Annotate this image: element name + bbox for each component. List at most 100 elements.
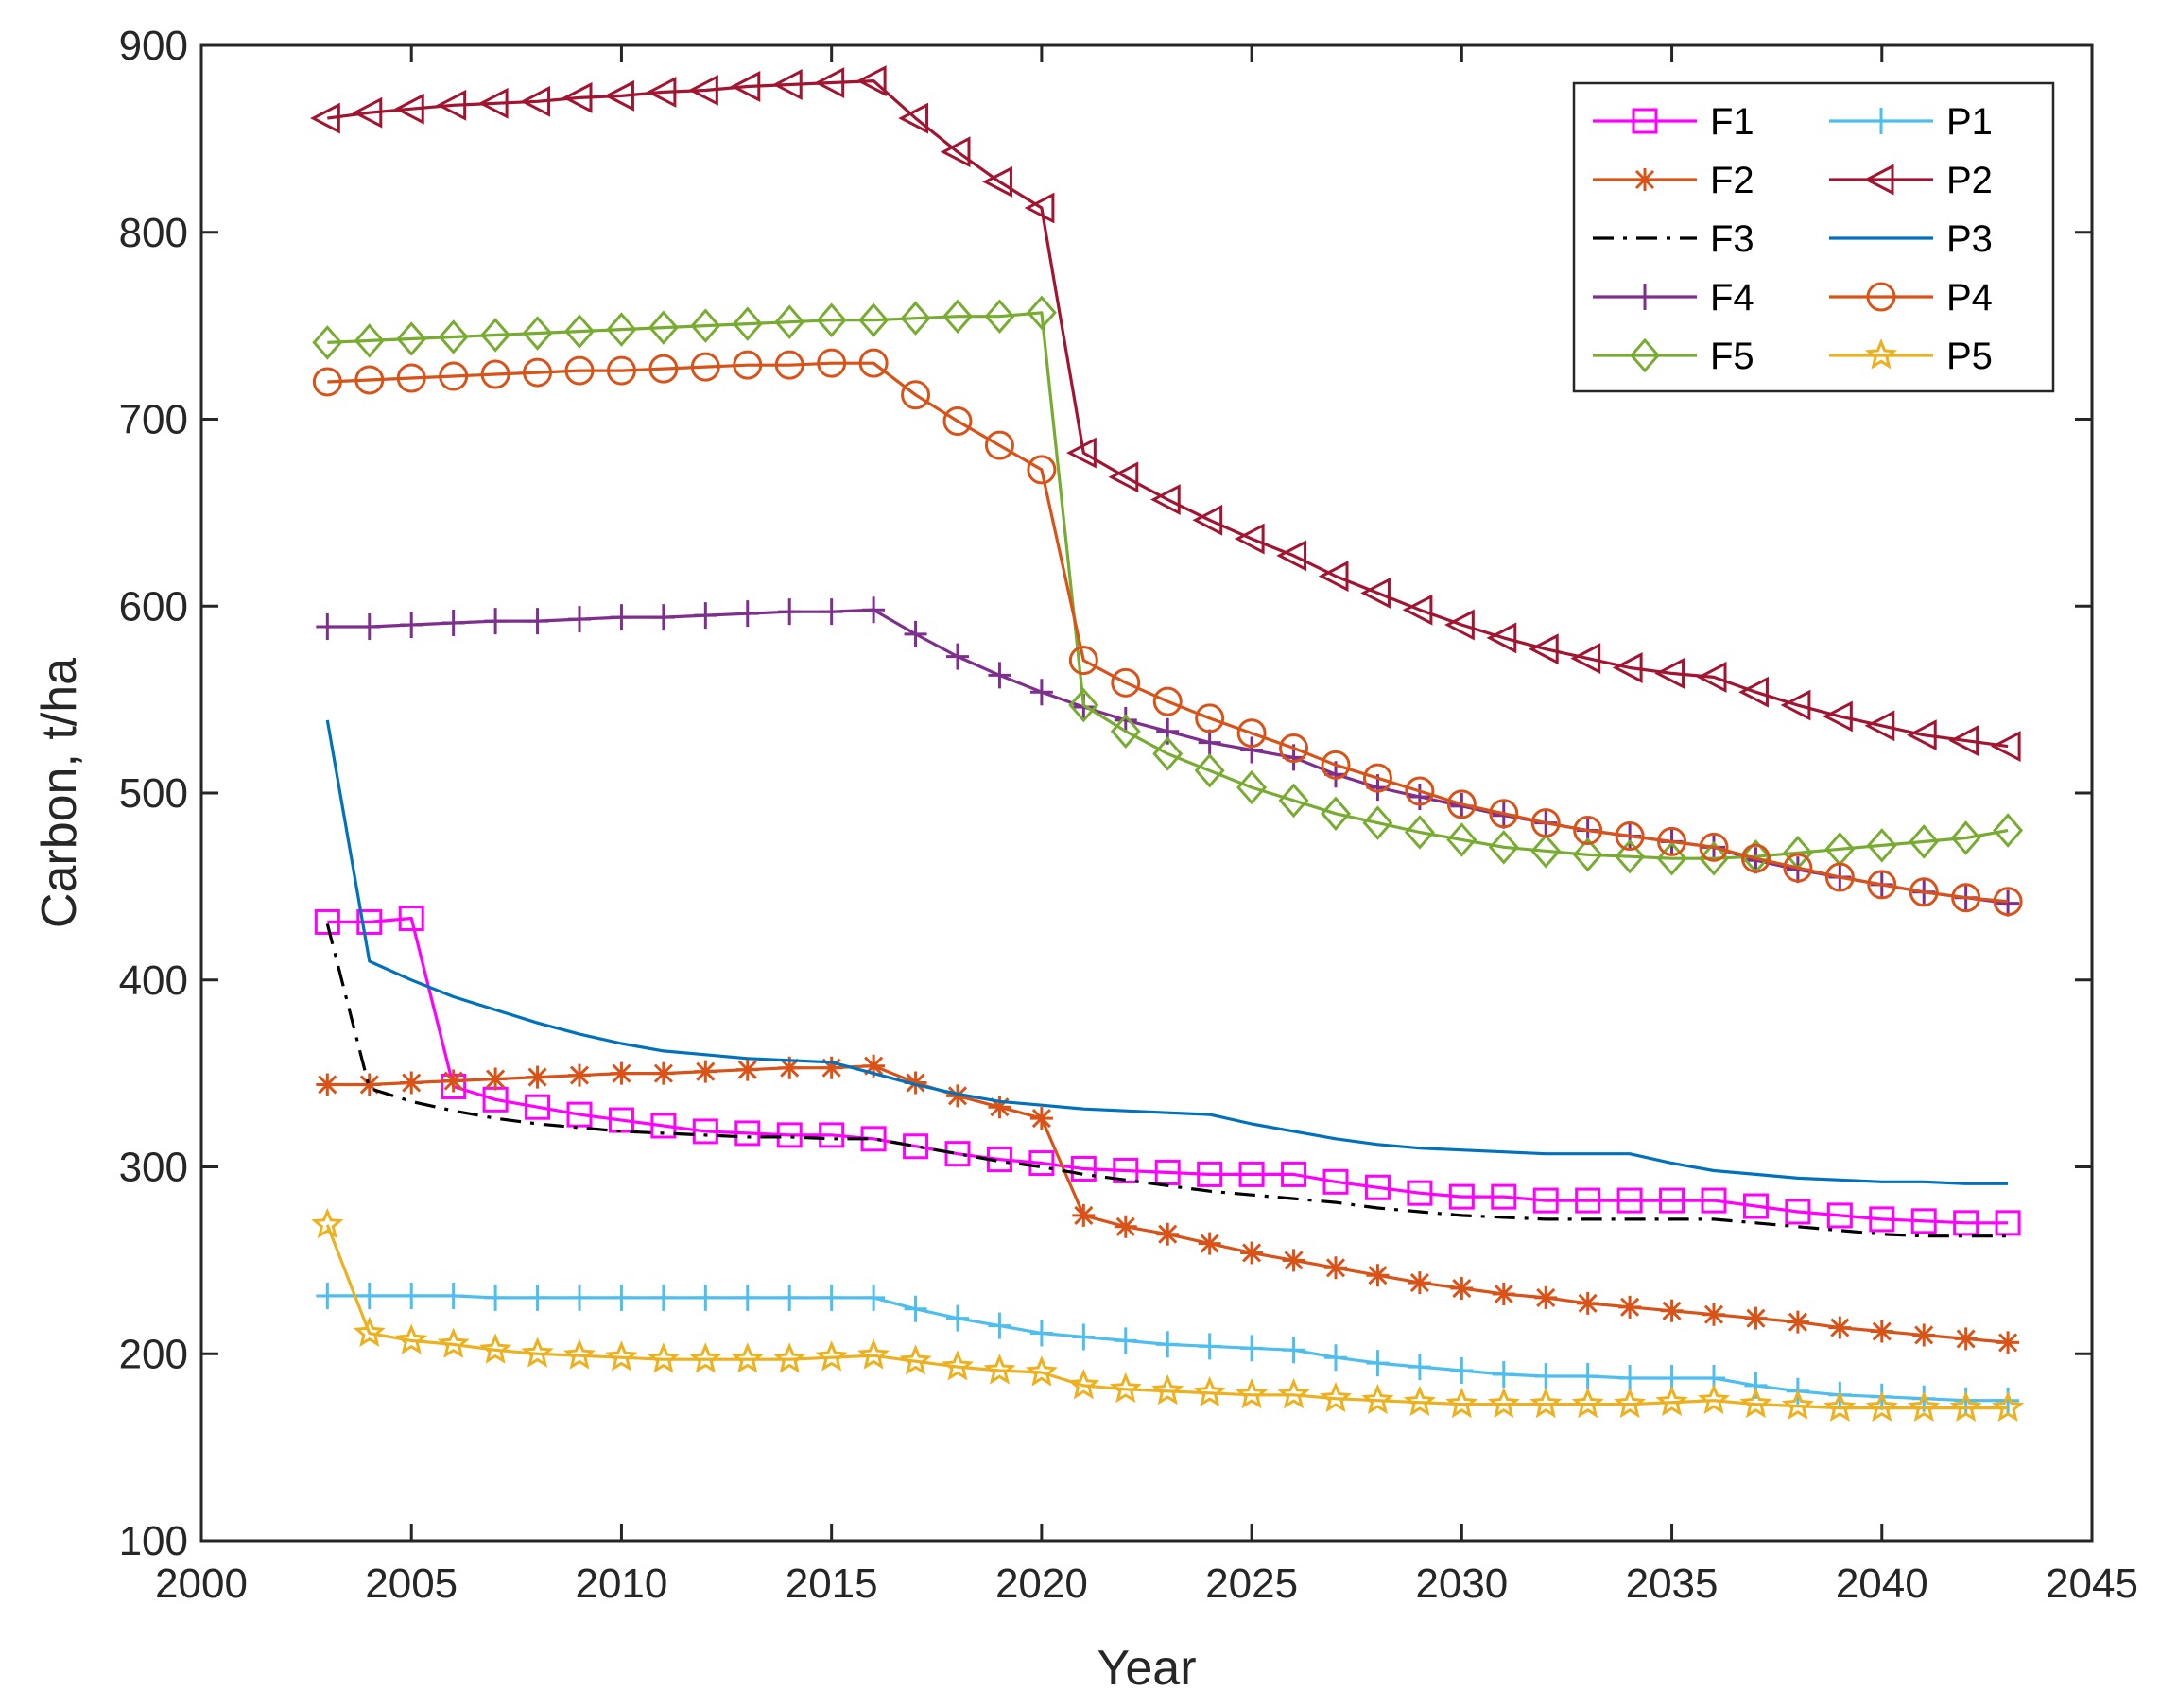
- data-point-P2: [1444, 609, 1475, 641]
- data-point-P1: [1492, 1361, 1515, 1388]
- data-point-F2: [1786, 1310, 1809, 1334]
- data-point-P5: [1109, 1372, 1142, 1404]
- data-point-F2: [778, 1056, 802, 1079]
- data-point-P2: [1192, 504, 1223, 536]
- data-point-F1: [1701, 1187, 1727, 1214]
- data-point-F2: [694, 1060, 717, 1083]
- series-line-F1: [327, 916, 2009, 1225]
- data-point-P4: [606, 355, 636, 386]
- data-point-P5: [899, 1344, 932, 1375]
- data-point-P1: [735, 1284, 759, 1311]
- data-point-F2: [1618, 1295, 1642, 1319]
- data-point-F2: [1534, 1285, 1558, 1309]
- data-point-F2: [1912, 1323, 1936, 1347]
- data-point-P2: [562, 81, 593, 113]
- data-point-P5: [1403, 1385, 1436, 1417]
- data-point-F5: [816, 302, 847, 337]
- data-point-P1: [1450, 1357, 1474, 1385]
- data-point-P5: [437, 1327, 470, 1358]
- legend-label-F4: F4: [1710, 277, 1754, 319]
- data-point-P2: [1990, 731, 2021, 763]
- data-point-P2: [1360, 577, 1391, 609]
- legend-marker-F1: [1632, 108, 1658, 134]
- ticks-layer: 2000 2005 2010 2015 2020 2025 2030 2035 2040 2045…: [119, 23, 2138, 1607]
- data-point-P1: [946, 1304, 969, 1332]
- data-point-P5: [1908, 1390, 1941, 1423]
- legend-marker-P5: [1864, 338, 1898, 370]
- data-point-P2: [1654, 657, 1685, 689]
- data-point-P4: [690, 352, 720, 382]
- legend-item-F3: F3: [1593, 218, 1754, 260]
- data-point-F4: [316, 613, 339, 641]
- data-point-P4: [1740, 843, 1771, 873]
- data-point-F2: [1198, 1232, 1221, 1255]
- data-point-P2: [771, 69, 803, 100]
- data-point-P1: [316, 1282, 339, 1309]
- data-point-F4: [862, 596, 886, 624]
- data-point-P5: [689, 1342, 722, 1373]
- legend-marker-P2: [1863, 164, 1894, 196]
- data-point-P5: [815, 1340, 848, 1372]
- data-point-P1: [862, 1284, 886, 1311]
- data-point-P4: [1405, 776, 1435, 806]
- data-point-F2: [1450, 1277, 1474, 1301]
- data-point-F5: [1110, 714, 1141, 750]
- legend-marker-F5: [1630, 337, 1660, 373]
- data-point-F5: [942, 299, 973, 335]
- data-point-P5: [395, 1323, 428, 1354]
- data-point-P4: [1867, 870, 1897, 900]
- data-point-F4: [1996, 889, 2020, 917]
- data-point-F5: [1993, 813, 2024, 848]
- data-point-P1: [988, 1312, 1011, 1339]
- data-point-F1: [1826, 1202, 1853, 1229]
- data-point-P4: [1111, 667, 1141, 698]
- data-point-F1: [1742, 1193, 1769, 1219]
- data-point-P2: [1864, 710, 1895, 742]
- legend: F1 F2 F3 F4 F5 P1 P2 P3 P4 P5: [1572, 81, 2055, 393]
- data-point-F4: [988, 662, 1011, 689]
- data-point-P4: [1951, 883, 1981, 913]
- data-point-F4: [1114, 706, 1137, 733]
- data-point-P1: [1324, 1344, 1347, 1372]
- series-line-P5: [325, 1224, 2009, 1410]
- data-point-F4: [357, 613, 381, 641]
- data-point-F5: [1026, 295, 1057, 331]
- data-point-F2: [1072, 1203, 1096, 1227]
- data-point-F2: [1576, 1291, 1599, 1315]
- y-tick-label: 600: [119, 583, 188, 630]
- data-point-P1: [1576, 1362, 1599, 1389]
- data-point-P2: [1024, 192, 1055, 224]
- data-point-P2: [1276, 540, 1307, 572]
- legend-marker-F2: [1633, 168, 1656, 191]
- data-point-F5: [1446, 822, 1477, 857]
- data-point-P4: [1657, 826, 1687, 856]
- data-point-F1: [1197, 1161, 1223, 1187]
- data-point-F1: [1785, 1199, 1811, 1225]
- data-point-P4: [1573, 816, 1603, 846]
- data-point-P2: [855, 65, 887, 97]
- data-point-F1: [398, 905, 424, 931]
- data-point-P5: [857, 1338, 890, 1370]
- data-point-P1: [610, 1284, 633, 1311]
- data-point-P1: [1198, 1333, 1221, 1360]
- legend-item-P2: P2: [1829, 160, 1993, 201]
- data-point-F5: [1362, 805, 1393, 840]
- series-P4: [312, 348, 2023, 917]
- data-point-F2: [1282, 1249, 1305, 1272]
- data-point-F4: [1029, 679, 1053, 706]
- series-P1: [316, 1282, 2020, 1414]
- data-point-P1: [1366, 1350, 1390, 1377]
- data-point-P2: [1528, 633, 1559, 665]
- data-point-F4: [400, 612, 423, 639]
- data-point-F2: [651, 1061, 675, 1085]
- data-point-F1: [314, 908, 340, 935]
- data-point-F4: [526, 608, 549, 635]
- data-point-F5: [690, 308, 721, 343]
- data-point-P2: [1486, 622, 1517, 654]
- legend-marker-F4: [1633, 284, 1656, 310]
- series-F5: [312, 295, 2024, 876]
- data-point-P5: [1236, 1377, 1269, 1409]
- data-point-P2: [1108, 461, 1139, 493]
- data-point-F1: [1616, 1187, 1643, 1214]
- data-point-F1: [1154, 1159, 1181, 1185]
